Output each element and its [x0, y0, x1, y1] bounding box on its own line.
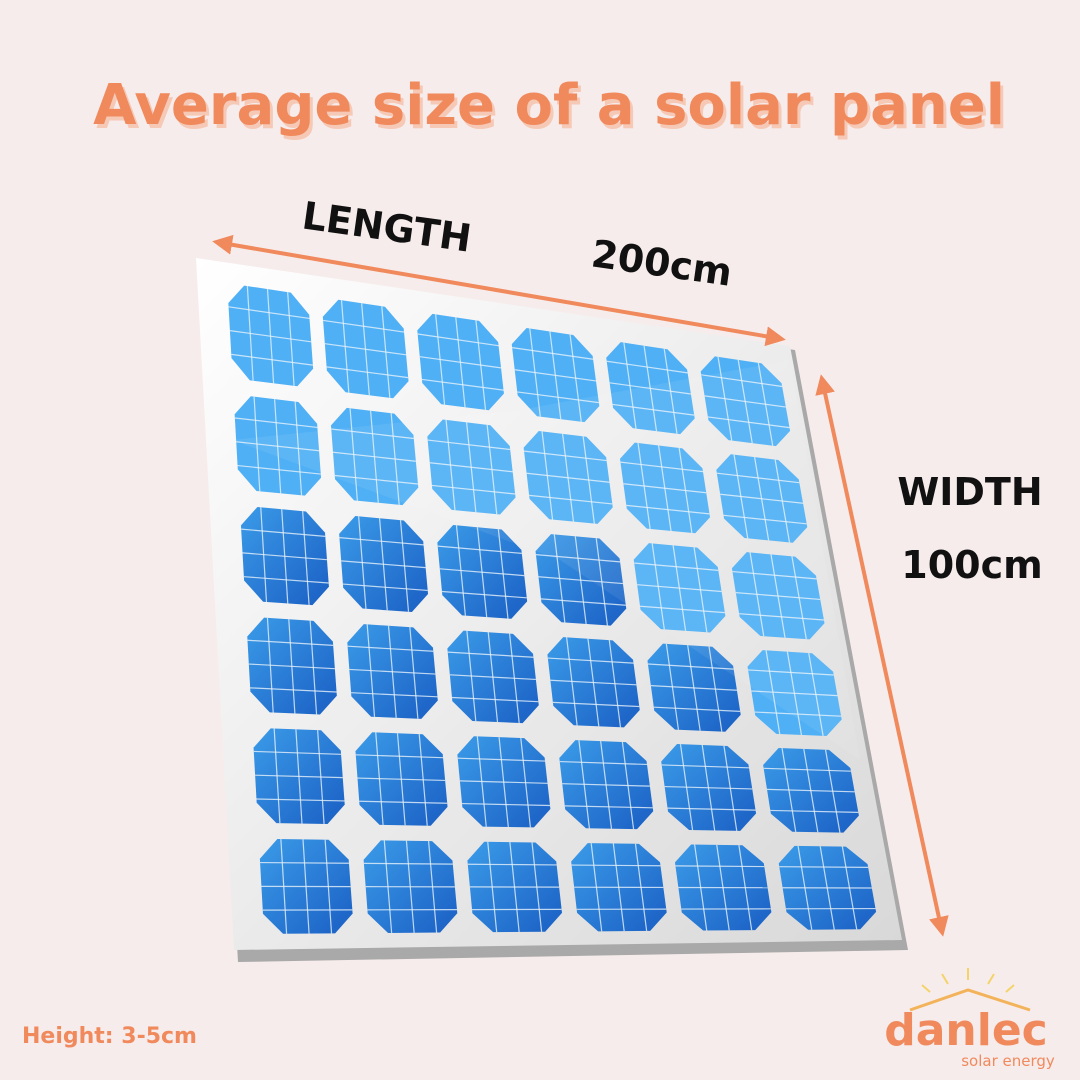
cell-line	[508, 633, 520, 724]
cell-line	[774, 459, 791, 543]
cell-line	[609, 382, 691, 395]
title-shadow: Average size of a solar panel	[96, 77, 1008, 142]
cell-line	[256, 798, 345, 802]
cell-line	[514, 369, 597, 382]
cell-line	[342, 583, 428, 592]
panel-cells	[228, 285, 877, 934]
cell-line	[451, 696, 539, 703]
cell-line	[550, 679, 637, 686]
cell-line	[791, 556, 807, 640]
cell-line	[582, 436, 595, 524]
cell-line	[243, 576, 329, 584]
cell-line	[621, 741, 635, 830]
cell-line	[359, 800, 448, 804]
cell-line	[248, 663, 335, 670]
cell-line	[242, 552, 328, 561]
title: Average size of a solar panel	[93, 73, 1005, 138]
cell-line	[526, 472, 610, 483]
width-value: 100cm	[901, 543, 1042, 587]
cell-line	[569, 334, 582, 422]
logo-name: danlec	[884, 1005, 1048, 1056]
cell-line	[653, 706, 741, 712]
cell-line	[562, 783, 650, 787]
width-label: WIDTH	[897, 470, 1042, 514]
cell-line	[529, 494, 613, 505]
cell-line	[439, 568, 525, 577]
glare	[232, 360, 860, 760]
logo: danlec solar energy	[884, 968, 1055, 1070]
cell-line	[608, 640, 622, 728]
cell-line	[723, 745, 738, 831]
cell-line	[678, 447, 693, 534]
cell-line	[309, 620, 318, 715]
cell-line	[390, 413, 400, 505]
cell-line	[418, 734, 428, 826]
width-arrow	[815, 374, 949, 937]
cell-line	[449, 674, 536, 681]
height-note: Height: 3-5cm	[22, 1024, 197, 1049]
cell-line	[255, 774, 343, 779]
cell-line	[441, 590, 527, 599]
cell-line	[351, 692, 438, 698]
cell-line	[421, 378, 504, 391]
cell-line	[667, 807, 756, 811]
cell-line	[459, 780, 548, 784]
cell-line	[757, 362, 774, 446]
cell-line	[623, 483, 707, 494]
cell-line	[486, 424, 498, 515]
cell-line	[349, 668, 436, 675]
cell-line	[399, 520, 410, 612]
cell-line	[517, 391, 599, 404]
cell-line	[723, 514, 807, 525]
cell-line	[707, 416, 790, 429]
cell-line	[520, 737, 531, 828]
cell-line	[720, 493, 804, 504]
cell-line	[326, 366, 409, 379]
cell-line	[409, 627, 419, 719]
cell-line	[738, 845, 753, 931]
cell-line	[626, 504, 710, 515]
cell-line	[431, 484, 516, 495]
cell-line	[664, 785, 753, 790]
cell-line	[427, 840, 438, 933]
cell-line	[552, 701, 640, 708]
cell-line	[324, 839, 333, 934]
cell-line	[317, 730, 325, 824]
cell-line	[250, 687, 337, 693]
cell-line	[231, 353, 313, 366]
cell-line	[538, 576, 623, 585]
cell-line	[704, 395, 786, 408]
logo-tagline: solar energy	[961, 1052, 1055, 1070]
cell-line	[462, 802, 551, 807]
cell-line	[419, 356, 502, 369]
cell-line	[531, 842, 543, 932]
cell-line	[341, 560, 426, 569]
cell-line	[634, 843, 648, 932]
length-arrow	[212, 234, 786, 347]
cell-line	[302, 511, 310, 605]
cell-line	[294, 401, 303, 496]
cell-line	[332, 451, 416, 462]
cell-line	[708, 646, 723, 732]
cell-line	[735, 592, 821, 601]
cell-line	[637, 584, 722, 593]
cell-line	[540, 598, 626, 606]
cell-line	[595, 538, 609, 626]
cell-line	[739, 613, 824, 621]
cell-line	[236, 441, 320, 452]
cell-line	[334, 474, 419, 485]
cell-line	[429, 462, 513, 473]
cell-line	[497, 529, 509, 619]
cell-line	[357, 777, 446, 782]
cell-line	[663, 348, 678, 434]
cell-line	[237, 464, 321, 475]
cell-line	[640, 605, 725, 614]
cell-line	[693, 547, 708, 633]
cell-line	[650, 685, 737, 691]
cell-line	[612, 403, 695, 416]
cell-line	[564, 805, 653, 809]
